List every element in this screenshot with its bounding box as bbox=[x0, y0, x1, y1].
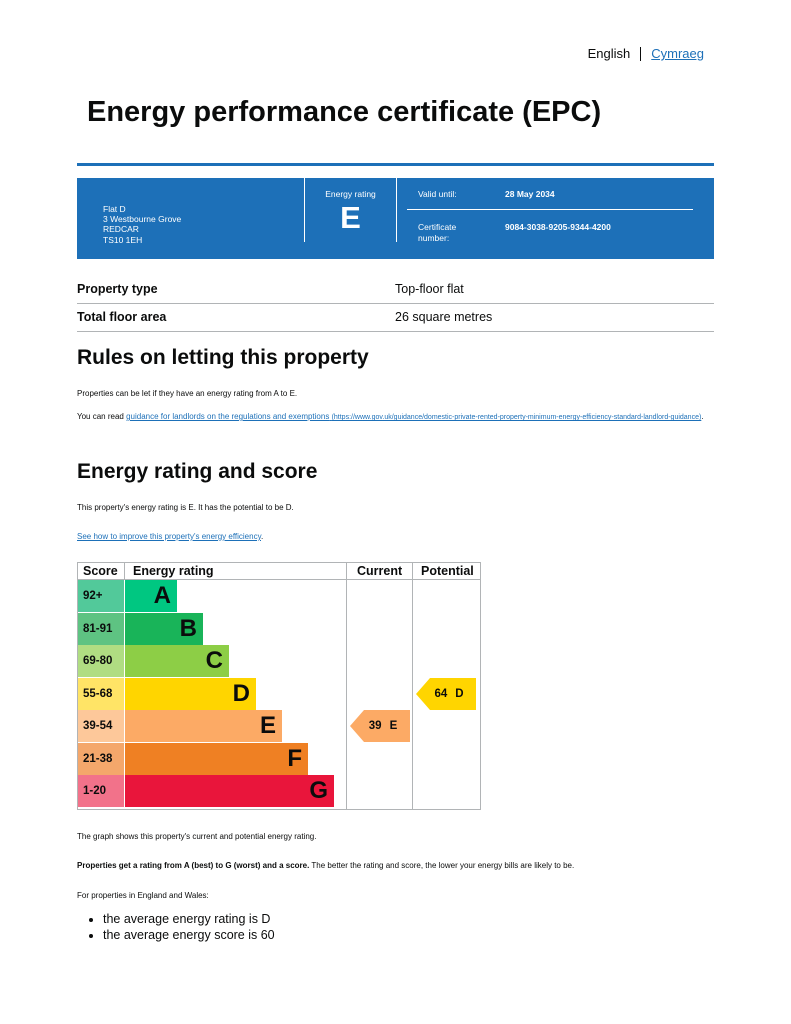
improve-efficiency-link[interactable]: See how to improve this property's energ… bbox=[77, 532, 261, 541]
certificate-number-value: 9084-3038-9205-9344-4200 bbox=[505, 222, 611, 232]
panel-divider bbox=[304, 178, 305, 242]
guidance-prefix: You can read bbox=[77, 412, 127, 421]
guidance-link-url: (https://www.gov.uk/guidance/domestic-pr… bbox=[331, 414, 702, 421]
summary-value: Top-floor flat bbox=[395, 282, 464, 296]
band-score: 92+ bbox=[78, 580, 124, 612]
ratings-explanation: Properties get a rating from A (best) to… bbox=[77, 861, 574, 872]
band-bar: F bbox=[125, 742, 308, 775]
band-score: 1-20 bbox=[78, 775, 124, 807]
valid-until-label: Valid until: bbox=[418, 189, 457, 199]
band-score: 69-80 bbox=[78, 645, 124, 677]
panel-divider bbox=[396, 178, 397, 242]
potential-rating-arrow-shape bbox=[416, 677, 476, 710]
improve-paragraph: See how to improve this property's energ… bbox=[77, 532, 263, 543]
header-current: Current bbox=[357, 564, 403, 578]
band-letter: C bbox=[205, 647, 223, 674]
potential-rating-arrow-letter: D bbox=[455, 687, 464, 700]
potential-rating-arrow-label: 64 D bbox=[416, 678, 476, 710]
language-english: English bbox=[587, 46, 631, 61]
energy-rating-chart: Score Energy rating Current Potential 92… bbox=[77, 562, 481, 810]
address-line: REDCAR bbox=[103, 224, 139, 235]
energy-rating-label: Energy rating bbox=[325, 189, 376, 199]
rules-heading: Rules on letting this property bbox=[77, 346, 369, 369]
panel-rule bbox=[407, 209, 693, 210]
valid-until-value: 28 May 2034 bbox=[505, 189, 555, 199]
current-rating-arrow-label: 39 E bbox=[350, 710, 410, 742]
page-title: Energy performance certificate (EPC) bbox=[87, 96, 602, 128]
summary-key: Property type bbox=[77, 282, 158, 296]
rating-paragraph: This property's energy rating is E. It h… bbox=[77, 503, 294, 512]
certificate-panel: Flat D 3 Westbourne Grove REDCAR TS10 1E… bbox=[77, 178, 714, 259]
summary-value: 26 square metres bbox=[395, 310, 493, 324]
certificate-number-label: Certificate number: bbox=[418, 222, 457, 243]
header-energy-rating: Energy rating bbox=[133, 564, 214, 578]
band-score: 55-68 bbox=[78, 677, 124, 710]
current-rating-arrow-score: 39 bbox=[368, 720, 382, 732]
guidance-link-text: guidance for landlords on the regulation… bbox=[126, 412, 330, 421]
language-switcher: English Cymraeg bbox=[588, 46, 704, 61]
band-score: 39-54 bbox=[78, 710, 124, 742]
energy-rating-letter: E bbox=[340, 200, 361, 235]
band-bar: C bbox=[125, 645, 229, 677]
address-line: 3 Westbourne Grove bbox=[103, 214, 182, 225]
graph-note: The graph shows this property's current … bbox=[77, 832, 317, 841]
averages-list: the average energy rating is D the avera… bbox=[77, 912, 275, 943]
rules-paragraph: Properties can be let if they have an en… bbox=[77, 389, 298, 398]
summary-row: Total floor area 26 square metres bbox=[77, 304, 714, 332]
band-letter: D bbox=[232, 679, 250, 707]
improve-suffix: . bbox=[261, 532, 264, 541]
language-separator bbox=[640, 46, 642, 61]
band-letter: A bbox=[153, 582, 171, 609]
grid-line bbox=[124, 563, 125, 580]
list-item: the average energy score is 60 bbox=[103, 928, 275, 944]
header-score: Score bbox=[83, 564, 118, 578]
address-line: Flat D bbox=[103, 204, 126, 214]
guidance-suffix: . bbox=[701, 412, 704, 421]
potential-rating-arrow: 64 D bbox=[416, 677, 476, 710]
grid-line bbox=[412, 563, 413, 809]
band-score: 21-38 bbox=[78, 742, 124, 775]
ratings-explanation-rest: The better the rating and score, the low… bbox=[309, 861, 575, 870]
current-rating-arrow: 39 E bbox=[350, 710, 410, 742]
property-summary: Property type Top-floor flat Total floor… bbox=[77, 276, 714, 332]
band-letter: F bbox=[287, 744, 302, 772]
band-letter: B bbox=[179, 614, 197, 642]
address-line: TS10 1EH bbox=[103, 234, 143, 245]
summary-key: Total floor area bbox=[77, 310, 167, 324]
title-divider bbox=[77, 163, 714, 166]
band-letter: G bbox=[309, 777, 328, 804]
grid-line bbox=[346, 563, 347, 809]
guidance-link[interactable]: guidance for landlords on the regulation… bbox=[126, 412, 701, 421]
summary-row: Property type Top-floor flat bbox=[77, 276, 714, 304]
band-bar: G bbox=[125, 775, 334, 807]
list-item: the average energy rating is D bbox=[103, 912, 275, 928]
potential-rating-arrow-score: 64 bbox=[434, 687, 448, 700]
band-bar: E bbox=[125, 710, 282, 742]
band-bar: D bbox=[125, 677, 256, 710]
header-potential: Potential bbox=[421, 564, 474, 578]
language-welsh-link[interactable]: Cymraeg bbox=[651, 46, 704, 61]
grid-line bbox=[78, 579, 480, 580]
band-bar: A bbox=[125, 580, 177, 612]
ratings-explanation-bold: Properties get a rating from A (best) to… bbox=[77, 861, 310, 870]
band-bar: B bbox=[125, 612, 203, 645]
rules-guidance-paragraph: You can read guidance for landlords on t… bbox=[77, 412, 707, 424]
rating-heading: Energy rating and score bbox=[77, 460, 318, 483]
property-address: Flat D 3 Westbourne Grove REDCAR TS10 1E… bbox=[103, 204, 181, 245]
current-rating-arrow-letter: E bbox=[389, 720, 398, 732]
england-wales-label: For properties in England and Wales: bbox=[77, 891, 209, 900]
current-rating-arrow-shape bbox=[350, 710, 410, 742]
band-letter: E bbox=[259, 712, 276, 739]
band-score: 81-91 bbox=[78, 612, 124, 645]
